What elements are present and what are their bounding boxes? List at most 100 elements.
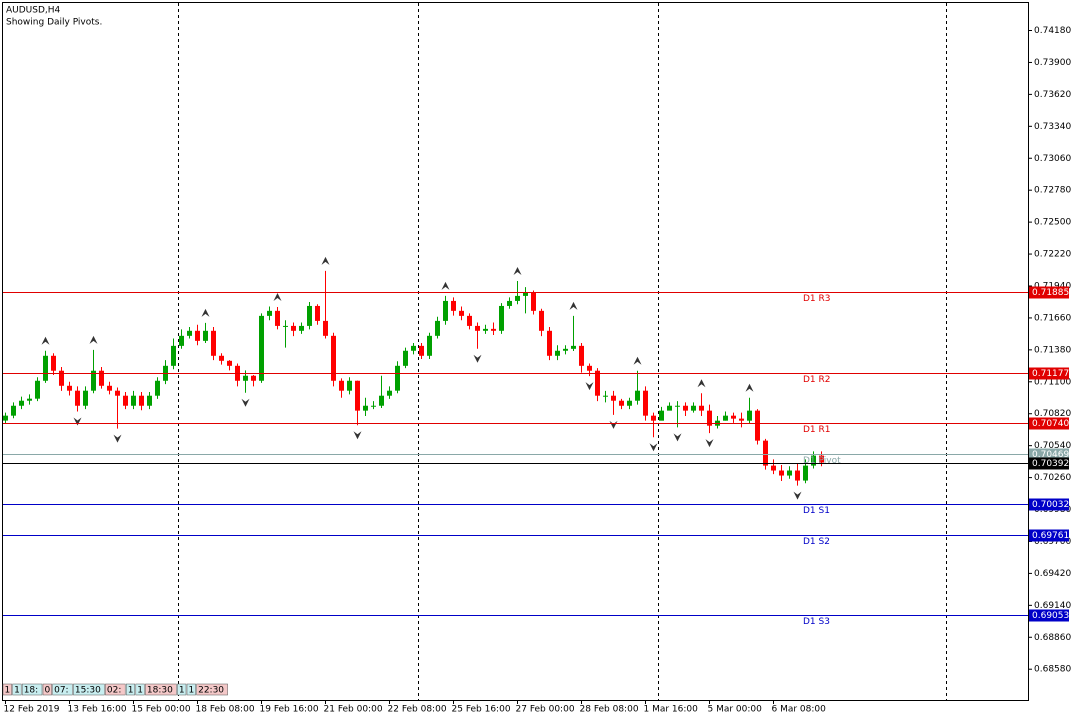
status-box <box>125 683 136 696</box>
candle-body <box>43 355 48 381</box>
x-tick-label: 28 Feb 08:00 <box>580 705 639 715</box>
candle-body <box>131 395 136 406</box>
candle-body <box>731 415 736 419</box>
fractal-down <box>241 398 250 407</box>
x-tick-label: 27 Feb 00:00 <box>516 705 575 715</box>
price-label-box <box>1029 367 1069 380</box>
x-tick-label: 25 Feb 16:00 <box>452 705 511 715</box>
pivot-name: D1 R2 <box>803 375 831 385</box>
candle-body <box>331 335 336 381</box>
price-label-box <box>1029 609 1069 622</box>
candle-body <box>251 375 256 381</box>
status-box <box>135 683 145 696</box>
candle-body <box>563 348 568 351</box>
candle-body <box>523 292 528 296</box>
price-label-box <box>1029 457 1069 470</box>
price-label: 0.69761 <box>1032 531 1069 541</box>
candle-body <box>771 465 776 471</box>
candle-body <box>123 395 128 406</box>
status-label: 1 <box>137 686 143 696</box>
y-tick-label: 0.71940 <box>1034 281 1071 291</box>
candle-body <box>291 325 296 331</box>
x-tick-label: 15 Feb 00:00 <box>132 705 191 715</box>
candle-body <box>107 385 112 391</box>
x-tick-label: 5 Mar 00:00 <box>708 705 763 715</box>
candle-body <box>379 395 384 406</box>
candle-body <box>483 328 488 331</box>
status-label: 18: <box>24 686 38 696</box>
candle-body <box>691 405 696 411</box>
price-label: 0.70392 <box>1032 459 1069 469</box>
candle-body <box>387 390 392 396</box>
x-tick-label: 12 Feb 2019 <box>4 705 60 715</box>
candle-body <box>779 470 784 476</box>
candle-body <box>91 370 96 391</box>
candle-body <box>811 455 816 466</box>
candle-body <box>763 440 768 466</box>
pivot-name: D1 R1 <box>803 425 831 435</box>
candle-body <box>555 350 560 356</box>
candle-body <box>59 370 64 386</box>
plot-frame <box>2 2 1029 701</box>
candle-body <box>243 375 248 381</box>
y-tick-label: 0.70260 <box>1034 473 1071 483</box>
fractal-up <box>569 301 578 310</box>
pivot-name: D1 S2 <box>803 537 830 547</box>
price-label-box <box>1029 529 1069 542</box>
candle-body <box>819 455 824 463</box>
candle-body <box>427 335 432 356</box>
price-label-box <box>1029 417 1069 430</box>
candle-body <box>635 390 640 401</box>
y-tick-label: 0.72500 <box>1034 218 1071 228</box>
status-label: 1 <box>5 686 11 696</box>
price-label: 0.71177 <box>1032 369 1069 379</box>
price-label: 0.70469 <box>1032 450 1069 460</box>
x-tick-label: 21 Feb 00:00 <box>324 705 383 715</box>
candle-body <box>587 365 592 371</box>
candle-body <box>51 355 56 371</box>
candle-body <box>467 315 472 326</box>
y-tick-label: 0.69700 <box>1034 537 1071 547</box>
candle-body <box>723 415 728 421</box>
candle-body <box>323 320 328 336</box>
candle-body <box>531 292 536 311</box>
candle-body <box>19 400 24 406</box>
candle-body <box>595 370 600 396</box>
candle-body <box>355 380 360 411</box>
candle-body <box>611 395 616 401</box>
candle-body <box>547 330 552 356</box>
candle-body <box>35 380 40 399</box>
candle-body <box>755 410 760 441</box>
candle-body <box>507 300 512 306</box>
candle-body <box>307 305 312 326</box>
candle-body <box>619 400 624 406</box>
price-label: 0.70740 <box>1032 419 1069 429</box>
candle-body <box>739 418 744 421</box>
fractal-down <box>673 433 682 442</box>
fractal-up <box>273 292 282 301</box>
status-box <box>145 683 177 696</box>
y-tick-label: 0.73340 <box>1034 122 1071 132</box>
candle-body <box>459 310 464 316</box>
candle-body <box>139 395 144 406</box>
candle-body <box>491 328 496 331</box>
x-tick-label: 6 Mar 08:00 <box>772 705 827 715</box>
candle-body <box>227 360 232 366</box>
candle-body <box>195 330 200 341</box>
candle-body <box>643 390 648 416</box>
candle-body <box>747 410 752 421</box>
fractal-up <box>697 379 706 388</box>
x-tick-label: 1 Mar 16:00 <box>644 705 699 715</box>
candle-body <box>803 465 808 481</box>
candle-body <box>147 395 152 406</box>
status-label: 1 <box>128 686 134 696</box>
status-label: 1 <box>179 686 185 696</box>
status-box <box>196 683 228 696</box>
status-box <box>52 683 73 696</box>
candle-body <box>627 400 632 406</box>
y-tick-label: 0.69420 <box>1034 569 1071 579</box>
candle-body <box>499 305 504 331</box>
status-box <box>177 683 187 696</box>
